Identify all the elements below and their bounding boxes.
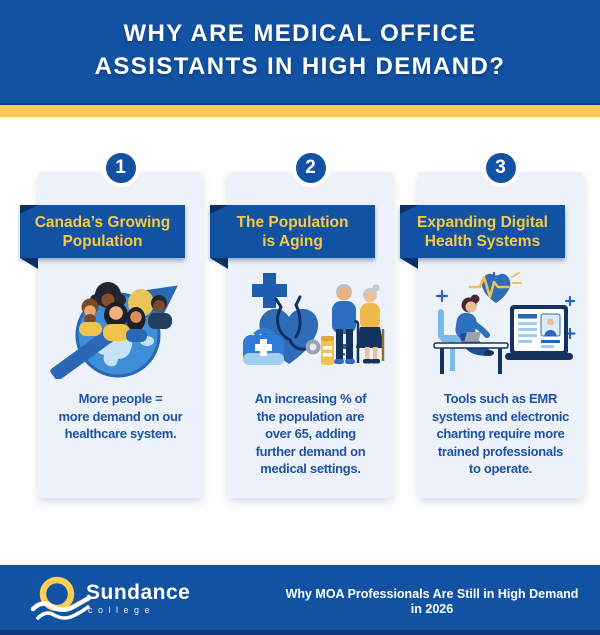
card-body-text: Tools such as EMR systems and electronic…	[431, 391, 570, 476]
card-body-text: More people = more demand on our healthc…	[58, 391, 183, 441]
card-growing-population: 1 Canada’s Growing Population	[20, 149, 203, 498]
card-digital-health: 3 Expanding Digital Health Systems	[400, 149, 583, 498]
illustration-wrap	[46, 267, 196, 381]
card-number: 1	[115, 157, 126, 178]
card-number-badge: 1	[101, 149, 140, 187]
clinician-computer-telehealth-illustration	[432, 271, 576, 374]
illustration-wrap	[426, 267, 576, 379]
card-aging-population: 2 The Population is Aging	[210, 149, 393, 498]
card-title-ribbon: The Population is Aging	[210, 205, 375, 269]
card-title-ribbon: Canada’s Growing Population	[20, 205, 185, 269]
card-number: 3	[495, 157, 506, 178]
card-number: 2	[305, 157, 316, 178]
footer-caption: Why MOA Professionals Are Still in High …	[285, 587, 579, 616]
card-title: Canada’s Growing Population	[34, 213, 171, 250]
card-title: Expanding Digital Health Systems	[417, 213, 548, 250]
elderly-couple-medical-illustration	[242, 273, 384, 365]
sundance-college-logo: Sundance college	[30, 573, 190, 625]
page-title: WHY ARE MEDICAL OFFICE ASSISTANTS IN HIG…	[94, 20, 506, 80]
illustration-wrap	[236, 267, 386, 379]
logo-name: Sundance	[86, 581, 191, 604]
people-globe-growth-arrow-illustration	[49, 282, 178, 381]
logo-subtext: college	[88, 605, 156, 615]
logo-text: Sundance college	[86, 582, 190, 616]
card-title-ribbon: Expanding Digital Health Systems	[400, 205, 565, 269]
card-number-badge: 3	[481, 149, 520, 187]
card-body-text: An increasing % of the population are ov…	[254, 391, 367, 476]
accent-stripe	[0, 103, 600, 117]
card-number-badge: 2	[291, 149, 330, 187]
footer: Sundance college Why MOA Professionals A…	[0, 565, 600, 635]
header: WHY ARE MEDICAL OFFICE ASSISTANTS IN HIG…	[0, 0, 600, 103]
sun-waves-icon	[30, 576, 92, 620]
card-title: The Population is Aging	[236, 213, 349, 250]
